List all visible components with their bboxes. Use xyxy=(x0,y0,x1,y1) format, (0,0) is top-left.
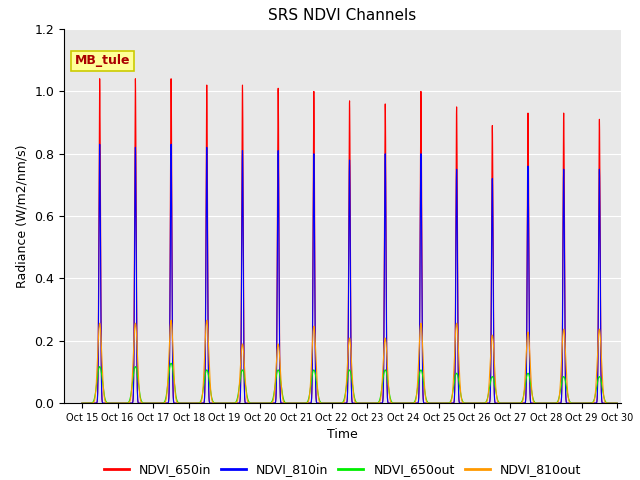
NDVI_810in xyxy=(499,400,507,406)
NDVI_810in xyxy=(187,400,195,406)
Line: NDVI_650out: NDVI_650out xyxy=(82,363,617,403)
X-axis label: Time: Time xyxy=(327,429,358,442)
NDVI_650in xyxy=(612,400,620,406)
NDVI_650out xyxy=(612,400,620,406)
NDVI_650out xyxy=(187,400,195,406)
Line: NDVI_650in: NDVI_650in xyxy=(82,79,617,403)
NDVI_810in xyxy=(612,400,620,406)
NDVI_650out xyxy=(193,400,200,406)
NDVI_810out xyxy=(193,400,200,406)
NDVI_810in xyxy=(78,400,86,406)
NDVI_810out xyxy=(612,400,620,406)
Line: NDVI_810out: NDVI_810out xyxy=(82,320,617,403)
NDVI_650in xyxy=(424,400,431,406)
NDVI_650in xyxy=(499,400,507,406)
Text: MB_tule: MB_tule xyxy=(75,54,131,67)
NDVI_810out xyxy=(613,400,621,406)
NDVI_650out xyxy=(424,399,431,405)
NDVI_810out xyxy=(278,393,286,399)
NDVI_810in xyxy=(96,142,104,147)
NDVI_650in xyxy=(613,400,621,406)
NDVI_650in xyxy=(278,400,286,406)
NDVI_650in xyxy=(78,400,86,406)
NDVI_810out xyxy=(424,400,431,406)
NDVI_650out xyxy=(78,400,86,406)
Line: NDVI_810in: NDVI_810in xyxy=(82,144,617,403)
NDVI_650in xyxy=(96,76,104,82)
NDVI_810out xyxy=(78,400,86,406)
NDVI_650out xyxy=(278,390,286,396)
NDVI_650out xyxy=(613,400,621,406)
NDVI_810in xyxy=(278,400,286,406)
NDVI_650out xyxy=(167,360,175,366)
NDVI_650out xyxy=(499,400,507,406)
Title: SRS NDVI Channels: SRS NDVI Channels xyxy=(268,9,417,24)
NDVI_650in xyxy=(193,400,200,406)
NDVI_810in xyxy=(424,400,431,406)
NDVI_810out xyxy=(187,400,195,406)
NDVI_810in xyxy=(613,400,621,406)
NDVI_810out xyxy=(499,400,507,406)
Y-axis label: Radiance (W/m2/nm/s): Radiance (W/m2/nm/s) xyxy=(16,144,29,288)
NDVI_810out xyxy=(167,317,175,323)
NDVI_650in xyxy=(187,400,195,406)
NDVI_810in xyxy=(193,400,200,406)
Legend: NDVI_650in, NDVI_810in, NDVI_650out, NDVI_810out: NDVI_650in, NDVI_810in, NDVI_650out, NDV… xyxy=(99,458,586,480)
